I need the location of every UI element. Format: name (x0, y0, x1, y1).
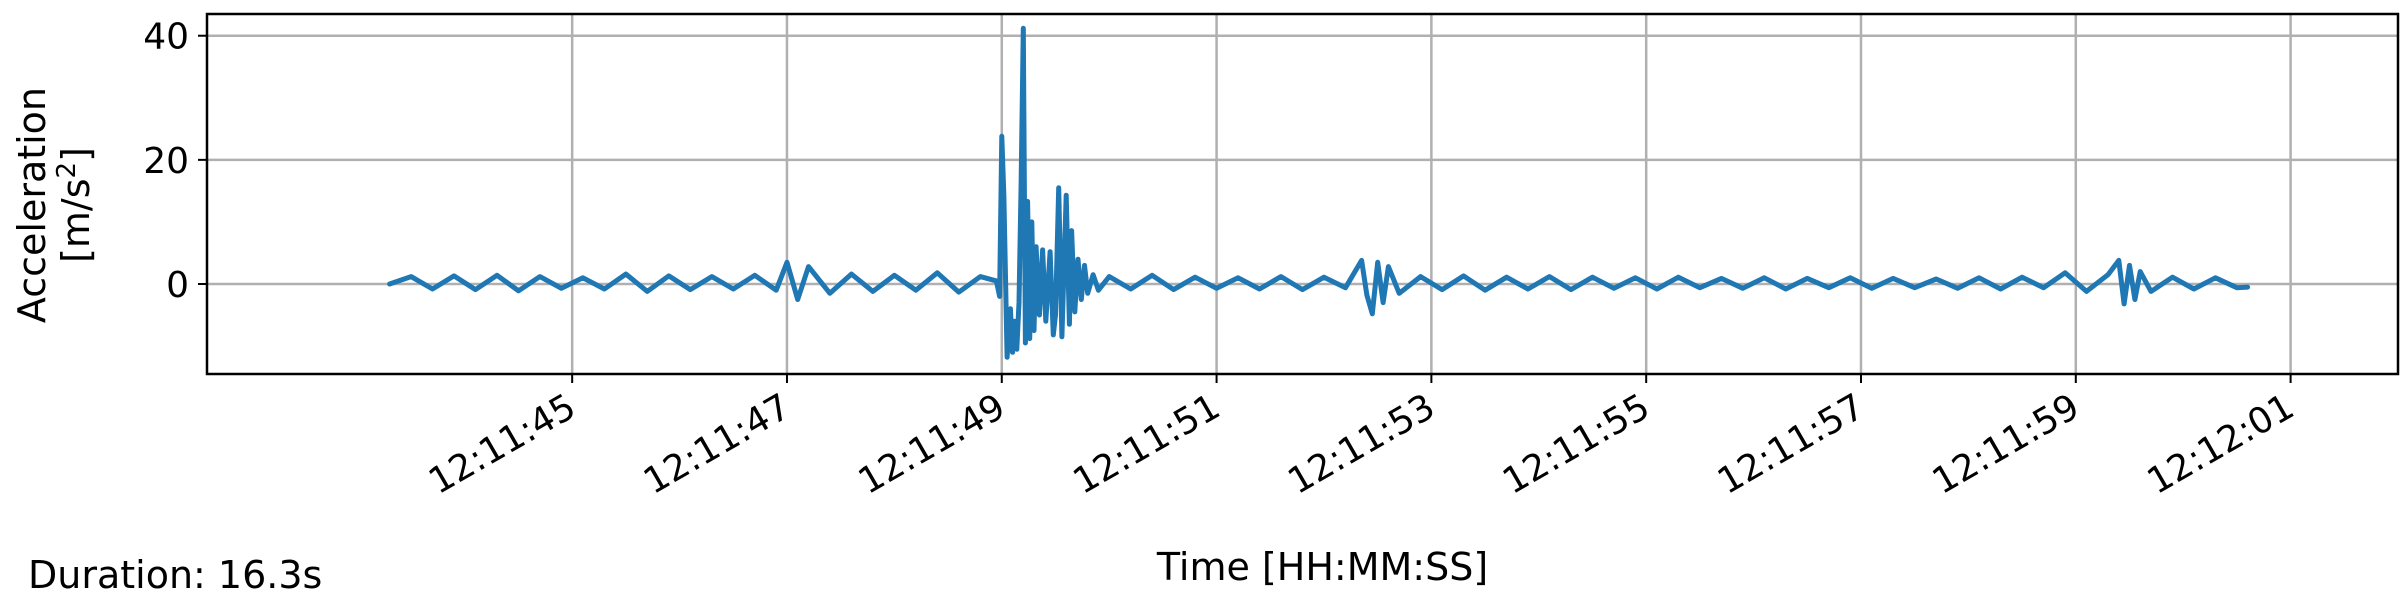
series-layer (387, 25, 2251, 360)
x-tick-label: 12:11:55 (1496, 386, 1657, 502)
x-tick-label: 12:11:51 (1067, 386, 1228, 502)
y-tick-label: 20 (143, 141, 189, 182)
y-axis-label-superscript: 2 (52, 162, 82, 179)
x-tick-label: 12:11:47 (637, 386, 798, 502)
x-tick-label: 12:12:01 (2141, 386, 2302, 502)
x-tick-label: 12:11:45 (422, 386, 583, 502)
y-axis-label-line2: [m/s (54, 178, 98, 262)
y-tick-label: 40 (143, 17, 189, 58)
plot-frame (205, 12, 2400, 376)
x-tick-label: 12:11:53 (1281, 386, 1442, 502)
y-ticks: 0 20 40 (143, 17, 207, 306)
y-axis-label-line1: Acceleration (10, 87, 54, 323)
x-tick-label: 12:11:49 (852, 386, 1013, 502)
x-tick-label: 12:11:59 (1926, 386, 2087, 502)
duration-note: Duration: 16.3s (28, 553, 323, 597)
y-axis-label-suffix: ] (54, 147, 98, 162)
y-axis-label: Acceleration [m/s2] (10, 75, 98, 323)
x-tick-label: 12:11:57 (1711, 386, 1872, 502)
grid (207, 14, 2398, 374)
x-ticks: 12:11:45 12:11:47 12:11:49 12:11:51 12:11:53… (422, 374, 2301, 503)
x-axis-label: Time [HH:MM:SS] (1156, 545, 1488, 589)
series-line-0 (387, 25, 2251, 360)
y-tick-label: 0 (166, 265, 189, 306)
